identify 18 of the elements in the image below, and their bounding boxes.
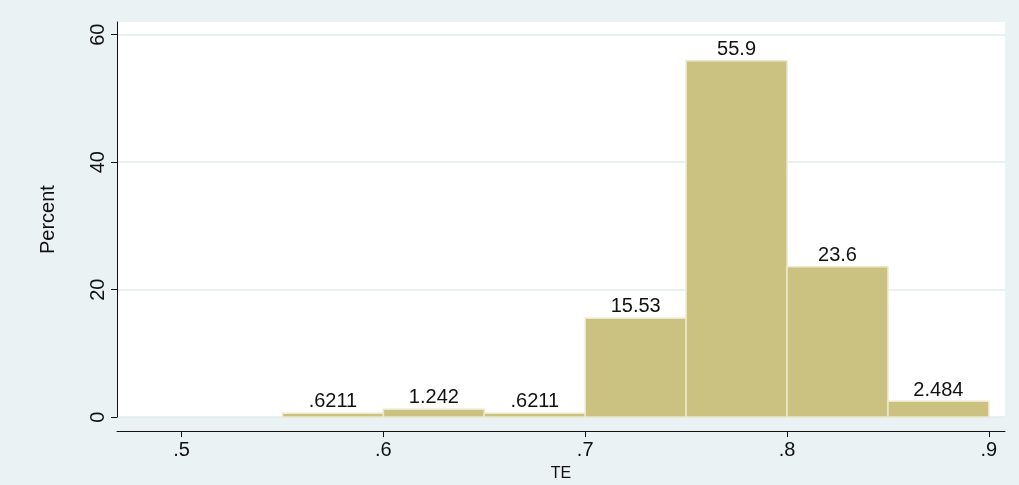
- data-label: 1.242: [408, 385, 459, 408]
- x-tick-label: .5: [173, 438, 190, 461]
- y-tick-label: 0: [86, 411, 108, 423]
- y-tick-label: 40: [86, 151, 108, 174]
- x-axis-title: TE: [550, 463, 572, 481]
- x-tick-label: .7: [576, 438, 594, 461]
- y-tick-label: 60: [86, 23, 108, 46]
- data-label: 23.6: [818, 242, 857, 265]
- data-label: 15.53: [610, 294, 661, 317]
- data-label: 55.9: [717, 37, 757, 60]
- data-label: 2.484: [913, 377, 964, 400]
- y-axis-title: Percent: [36, 184, 58, 255]
- x-tick-label: .8: [778, 438, 796, 461]
- data-label: .6211: [510, 389, 560, 412]
- y-tick-label: 20: [86, 278, 108, 301]
- x-tick-label: .6: [375, 438, 392, 461]
- x-tick-label: .9: [980, 438, 998, 461]
- data-label: .6211: [308, 389, 358, 412]
